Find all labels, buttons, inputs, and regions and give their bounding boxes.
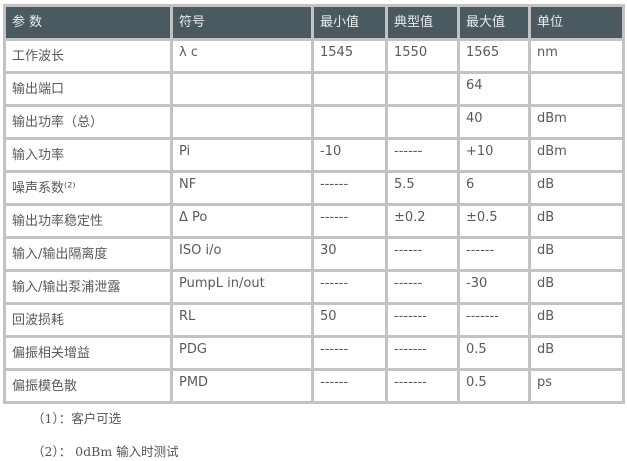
table-row: 输出功率稳定性 Δ Po ------ ±0.2 ±0.5 dB [3, 203, 625, 239]
table-cell: ±0.5 [457, 203, 531, 239]
table-cell: 1565 [457, 38, 531, 74]
table-cell: ------- [385, 335, 460, 371]
table-row: 输出端口 64 [3, 71, 625, 107]
table-row: 输出功率（总） 40 dBm [3, 104, 625, 140]
table-cell: ------- [457, 302, 531, 338]
table-cell: 偏振模色散 [3, 368, 173, 404]
table-cell: 1550 [385, 38, 460, 74]
table-cell: dB [528, 302, 625, 338]
table-cell: +10 [457, 137, 531, 173]
table-cell: 30 [311, 236, 388, 272]
table-cell: 工作波长 [3, 38, 173, 74]
table-cell: PMD [170, 368, 314, 404]
footnote-1: （1）：客户可选 [32, 411, 122, 426]
table-cell: ------ [385, 137, 460, 173]
column-header: 典型值 [385, 4, 460, 41]
table-cell: 64 [457, 71, 531, 107]
table-cell: 1545 [311, 38, 388, 74]
table-cell [170, 104, 314, 140]
table-cell [385, 104, 460, 140]
table-cell: dB [528, 269, 625, 305]
table-cell [170, 71, 314, 107]
table-header-row: 参 数符号 最小值 典型值 最大值 单位 [3, 4, 625, 41]
table-cell: Δ Po [170, 203, 314, 239]
column-header: 符号 [170, 4, 314, 41]
table-cell: 输入/输出泵浦泄露 [3, 269, 173, 305]
table-cell: 噪声系数⁽²⁾ [3, 170, 173, 206]
table-cell: dB [528, 335, 625, 371]
table-cell: λ c [170, 38, 314, 74]
table-cell: NF [170, 170, 314, 206]
table-cell: 40 [457, 104, 531, 140]
table-row: 偏振相关增益 PDG ------ ------- 0.5 dB [3, 335, 625, 371]
table-cell: ------ [457, 236, 531, 272]
table-cell: dB [528, 236, 625, 272]
column-header: 最小值 [311, 4, 388, 41]
column-header: 最大值 [457, 4, 531, 41]
table-cell [311, 104, 388, 140]
table-cell: ------ [385, 236, 460, 272]
table-cell: 输出端口 [3, 71, 173, 107]
table-cell: ------ [311, 269, 388, 305]
table-cell: ------ [311, 203, 388, 239]
table-cell: 0.5 [457, 368, 531, 404]
table-cell: dB [528, 203, 625, 239]
table-cell [311, 71, 388, 107]
table-row: 回波损耗 RL 50 ------- ------- dB [3, 302, 625, 338]
table-cell: 输出功率（总） [3, 104, 173, 140]
table-cell: nm [528, 38, 625, 74]
table-cell: RL [170, 302, 314, 338]
spec-table: 参 数符号 最小值 典型值 最大值 单位 工作波长 λ c 1545 1550 1565 nm 输出… [3, 4, 625, 404]
table-cell: ------ [311, 335, 388, 371]
table-cell: 5.5 [385, 170, 460, 206]
table-row: 输入/输出隔离度 ISO i/o 30 ------ ------ dB [3, 236, 625, 272]
table-cell: Pi [170, 137, 314, 173]
table-row: 偏振模色散 PMD ------ ------- 0.5 ps [3, 368, 625, 404]
table-cell: -10 [311, 137, 388, 173]
table-cell: -30 [457, 269, 531, 305]
table-cell: ------ [311, 368, 388, 404]
column-header: 参 数 [3, 4, 173, 41]
column-header: 单位 [528, 4, 625, 41]
table-cell: ------ [311, 170, 388, 206]
table-row: 工作波长 λ c 1545 1550 1565 nm [3, 38, 625, 74]
table-cell: ------- [385, 368, 460, 404]
table-cell: 回波损耗 [3, 302, 173, 338]
table-cell: 输入功率 [3, 137, 173, 173]
table-cell: PumpL in/out [170, 269, 314, 305]
table-cell: ps [528, 368, 625, 404]
table-cell: ------ [385, 269, 460, 305]
footnote-2: （2）： 0dBm 输入时测试 [32, 444, 179, 459]
table-cell: 50 [311, 302, 388, 338]
table-row: 输入功率 Pi -10 ------ +10 dBm [3, 137, 625, 173]
table-cell: 输出功率稳定性 [3, 203, 173, 239]
table-cell: dBm [528, 137, 625, 173]
table-cell: 0.5 [457, 335, 531, 371]
table-cell: dB [528, 170, 625, 206]
table-cell [528, 71, 625, 107]
table-cell: 输入/输出隔离度 [3, 236, 173, 272]
table-cell: 偏振相关增益 [3, 335, 173, 371]
table-row: 输入/输出泵浦泄露 PumpL in/out ------ ------ -30 dB [3, 269, 625, 305]
table-cell [385, 71, 460, 107]
table-cell: ------- [385, 302, 460, 338]
table-row: 噪声系数⁽²⁾ NF ------ 5.5 6 dB [3, 170, 625, 206]
table-cell: 6 [457, 170, 531, 206]
table-cell: PDG [170, 335, 314, 371]
table-cell: ±0.2 [385, 203, 460, 239]
table-cell: dBm [528, 104, 625, 140]
table-cell: ISO i/o [170, 236, 314, 272]
